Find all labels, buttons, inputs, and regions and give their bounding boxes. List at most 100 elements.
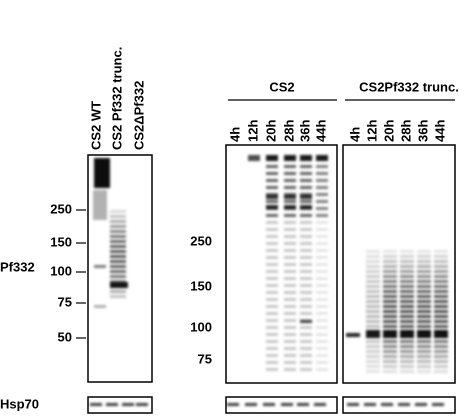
band — [266, 340, 278, 343]
band — [300, 305, 312, 308]
band — [300, 242, 312, 245]
band — [266, 249, 278, 252]
band — [366, 275, 380, 278]
band — [284, 165, 296, 168]
band — [284, 195, 296, 199]
band — [434, 360, 448, 363]
band — [316, 186, 328, 189]
band — [300, 277, 312, 280]
band — [316, 354, 328, 357]
band — [383, 270, 397, 273]
band — [366, 330, 380, 338]
band — [417, 365, 431, 368]
marker-label: 75 — [58, 294, 72, 309]
band — [434, 260, 448, 263]
marker-label: 150 — [50, 234, 72, 249]
band — [417, 250, 431, 253]
band — [417, 300, 431, 303]
band — [417, 320, 431, 323]
band — [266, 235, 278, 238]
band — [266, 319, 278, 322]
lane-label: CS2ΔPf332 — [131, 81, 146, 150]
band — [110, 225, 126, 228]
lane-label: 4h — [347, 127, 362, 142]
lane-label: 36h — [415, 120, 430, 142]
band — [366, 320, 380, 323]
band — [366, 360, 380, 363]
band — [284, 312, 296, 315]
lane-label: 12h — [245, 120, 260, 142]
band — [316, 242, 328, 245]
group-label: CS2 — [269, 79, 294, 94]
band — [284, 200, 296, 203]
band — [316, 165, 328, 168]
band — [400, 255, 414, 258]
band — [366, 340, 380, 343]
band — [434, 340, 448, 343]
band — [316, 193, 328, 196]
band — [400, 295, 414, 298]
band — [266, 195, 278, 199]
band — [316, 291, 328, 294]
band — [284, 354, 296, 357]
band — [110, 280, 126, 283]
band — [417, 295, 431, 298]
band — [136, 403, 148, 406]
band — [300, 326, 312, 329]
band — [434, 320, 448, 323]
band — [400, 310, 414, 313]
marker-label: 100 — [190, 319, 212, 334]
band — [300, 333, 312, 336]
band — [316, 214, 328, 217]
band — [300, 298, 312, 301]
band — [266, 326, 278, 329]
band — [94, 265, 106, 268]
band — [284, 186, 296, 189]
lane-label: 28h — [398, 120, 413, 142]
band — [266, 298, 278, 301]
band — [366, 300, 380, 303]
band — [316, 312, 328, 315]
band — [266, 172, 278, 175]
lane-label: 4h — [227, 127, 242, 142]
band — [248, 155, 260, 161]
band — [284, 361, 296, 364]
band — [284, 270, 296, 273]
band — [417, 370, 431, 373]
band — [417, 270, 431, 273]
band — [366, 260, 380, 263]
band — [400, 250, 414, 253]
band — [300, 186, 312, 189]
band — [316, 263, 328, 266]
band — [316, 228, 328, 231]
band — [300, 291, 312, 294]
band — [266, 242, 278, 245]
band — [300, 200, 312, 203]
band — [316, 179, 328, 182]
band — [316, 347, 328, 350]
band — [366, 285, 380, 288]
band — [284, 368, 296, 371]
band — [434, 365, 448, 368]
band — [347, 403, 359, 406]
marker-label: 150 — [190, 278, 212, 293]
band — [417, 315, 431, 318]
band — [366, 345, 380, 348]
band — [434, 275, 448, 278]
band — [400, 325, 414, 328]
band — [266, 193, 278, 196]
band — [316, 200, 328, 203]
band — [245, 403, 257, 406]
lane-label: 20h — [263, 120, 278, 142]
band — [417, 285, 431, 288]
band — [110, 235, 126, 238]
band — [366, 295, 380, 298]
band — [417, 255, 431, 258]
band — [266, 165, 278, 168]
band — [316, 270, 328, 273]
band — [316, 361, 328, 364]
loading-label: Hsp70 — [0, 396, 39, 411]
band — [106, 403, 118, 406]
band — [316, 284, 328, 287]
band — [366, 280, 380, 283]
